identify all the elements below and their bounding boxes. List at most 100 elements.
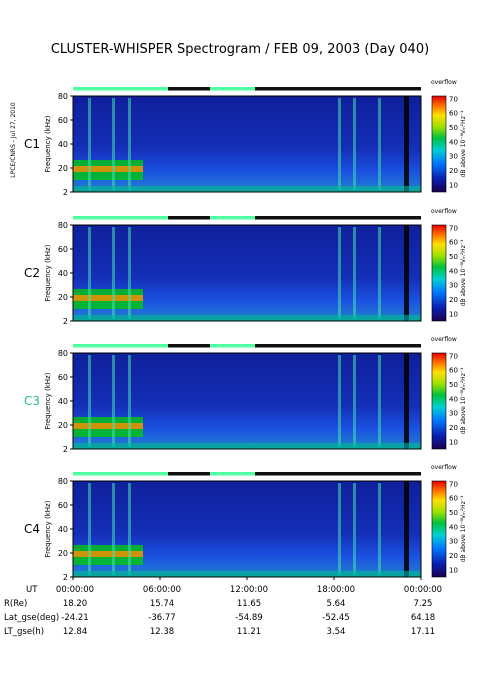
colorbar-label: dB above 10⁻⁸Vₘ²Hz⁻¹ [460, 110, 467, 177]
colorbar-top-label: overflow [431, 79, 457, 86]
ephemeris-value: -24.21 [61, 613, 88, 623]
emission-band-core [73, 166, 143, 172]
colorbar-tick-label: 20 [449, 424, 458, 432]
colorbar-tick-label: 70 [449, 224, 458, 232]
colorbar-tick-label: 10 [449, 310, 458, 318]
status-bar-segment [73, 87, 168, 91]
ephemeris-value: 17.11 [411, 627, 435, 637]
ephemeris-value: 12:00:00 [230, 585, 268, 595]
vertical-burst [338, 483, 341, 575]
colorbar-tick-label: 70 [449, 352, 458, 360]
ephemeris-value: 18.20 [63, 599, 87, 609]
ephemeris-value: 12.84 [63, 627, 87, 637]
colorbar [431, 95, 447, 193]
colorbar-top-label: overflow [431, 464, 457, 471]
y-axis-label: Frequency (kHz) [44, 115, 52, 172]
vertical-burst [338, 227, 341, 319]
colorbar-tick-label: 50 [449, 253, 458, 261]
ephemeris-value: 7.25 [414, 599, 433, 609]
panel-c3: 2 20 40 60 80 Frequency (kHz) C3 overflow 10 20 30… [24, 336, 467, 454]
vertical-burst [353, 355, 356, 447]
ephemeris-value: 64.18 [411, 613, 435, 623]
ephemeris-value: 18:00:00 [317, 585, 355, 595]
colorbar-tick-label: 60 [449, 110, 458, 118]
time-axis [72, 577, 422, 580]
ephemeris-row-label: LT_gse(h) [4, 627, 44, 637]
colorbar-tick-label: 40 [449, 138, 458, 146]
vertical-burst [353, 483, 356, 575]
low-frequency-band [73, 443, 421, 449]
y-tick-label: 2 [63, 188, 68, 197]
satellite-label: C3 [24, 394, 40, 408]
vertical-burst [338, 98, 341, 190]
ephemeris-table: UT 00:00:00 06:00:00 12:00:00 18:00:00 00:00:… [4, 585, 442, 637]
colorbar-tick-label: 70 [449, 95, 458, 103]
panel-c1: 2 20 40 60 80 Frequency (kHz) C1 overflow 10 20 30… [24, 79, 467, 197]
emission-band-core [73, 551, 143, 557]
ephemeris-value: 12.38 [150, 627, 174, 637]
colorbar-tick-label: 30 [449, 282, 458, 290]
colorbar-tick-label: 60 [449, 495, 458, 503]
panels-group: 2 20 40 60 80 Frequency (kHz) C1 overflow 10 20 30… [24, 79, 467, 582]
emission-band-core [73, 295, 143, 301]
colorbar-tick-label: 30 [449, 538, 458, 546]
vertical-burst [112, 98, 115, 190]
status-bar-segment [73, 472, 168, 476]
colorbar [431, 352, 447, 450]
vertical-burst [112, 355, 115, 447]
colorbar-label: dB above 10⁻⁸Vₘ²Hz⁻¹ [460, 495, 467, 562]
y-tick-label: 60 [58, 373, 68, 382]
data-gap [404, 353, 409, 449]
y-tick-label: 60 [58, 116, 68, 125]
y-tick-label: 80 [58, 92, 68, 101]
vertical-burst [378, 98, 381, 190]
colorbar [431, 480, 447, 578]
colorbar-tick-label: 30 [449, 153, 458, 161]
colorbar-label: dB above 10⁻⁸Vₘ²Hz⁻¹ [460, 367, 467, 434]
colorbar-tick-label: 50 [449, 124, 458, 132]
panel-c4: 2 20 40 60 80 Frequency (kHz) C4 overflow 10 20 30… [24, 464, 467, 582]
colorbar-tick-label: 20 [449, 552, 458, 560]
ephemeris-value: -52.45 [322, 613, 349, 623]
colorbar-top-label: overflow [431, 208, 457, 215]
y-tick-label: 40 [58, 397, 68, 406]
y-tick-label: 40 [58, 140, 68, 149]
colorbar-tick-label: 50 [449, 381, 458, 389]
y-tick-label: 80 [58, 477, 68, 486]
emission-band-core [73, 423, 143, 429]
ephemeris-value: 00:00:00 [56, 585, 94, 595]
colorbar-tick-label: 30 [449, 410, 458, 418]
colorbar-tick-label: 40 [449, 267, 458, 275]
ephemeris-value: 5.64 [327, 599, 346, 609]
vertical-burst [88, 227, 91, 319]
side-caption: LPCE/CNRS - Jul 27, 2010 [10, 102, 17, 178]
colorbar-label: dB above 10⁻⁸Vₘ²Hz⁻¹ [460, 239, 467, 306]
y-axis-label: Frequency (kHz) [44, 500, 52, 557]
colorbar-tick-label: 10 [449, 438, 458, 446]
ephemeris-value: 06:00:00 [143, 585, 181, 595]
y-tick-label: 20 [58, 293, 68, 302]
vertical-burst [128, 98, 131, 190]
vertical-burst [128, 483, 131, 575]
colorbar-tick-label: 10 [449, 181, 458, 189]
y-tick-label: 2 [63, 317, 68, 326]
vertical-burst [88, 98, 91, 190]
status-bar-segment [210, 87, 255, 91]
vertical-burst [112, 227, 115, 319]
vertical-burst [112, 483, 115, 575]
colorbar-tick-label: 20 [449, 296, 458, 304]
y-tick-label: 2 [63, 573, 68, 582]
vertical-burst [338, 355, 341, 447]
vertical-burst [378, 355, 381, 447]
ephemeris-value: 11.21 [237, 627, 261, 637]
ephemeris-row-label: R(Re) [4, 599, 27, 609]
colorbar-tick-label: 40 [449, 523, 458, 531]
status-bar-segment [210, 216, 255, 220]
y-tick-label: 20 [58, 421, 68, 430]
status-bar-segment [210, 472, 255, 476]
y-tick-label: 80 [58, 221, 68, 230]
status-bar-segment [73, 216, 168, 220]
vertical-burst [128, 355, 131, 447]
ephemeris-row-label: Lat_gse(deg) [4, 613, 59, 623]
